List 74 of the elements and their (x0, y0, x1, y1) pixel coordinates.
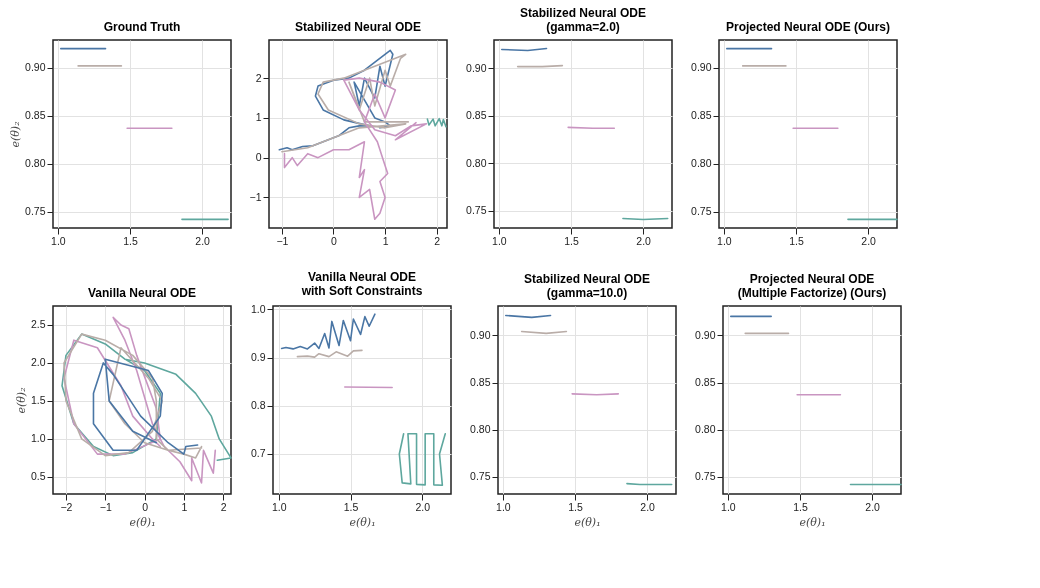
y-tick-label: 0.75 (691, 205, 712, 218)
chart-title: Ground Truth (103, 20, 181, 34)
y-tick-label: 2.0 (30, 356, 46, 369)
y-tick-label: 0 (255, 151, 262, 164)
x-tick-label: 2.0 (636, 234, 652, 247)
chart-title: Vanilla Neural ODE (87, 286, 197, 300)
x-tick-label: 1.5 (793, 500, 808, 513)
y-tick-label: 0.80 (25, 157, 46, 170)
y-tick-label: 1 (255, 111, 262, 124)
x-tick-label: 1.0 (721, 500, 736, 513)
x-tick-label: 2.0 (195, 234, 211, 247)
y-tick-label: 0.80 (466, 156, 487, 169)
chart-title: Projected Neural ODE (Ours) (725, 20, 891, 34)
x-axis-title: e(θ)₁ (799, 516, 826, 529)
y-tick-label: 1.0 (250, 302, 266, 315)
y-tick-label: 1.5 (30, 394, 46, 407)
x-tick-label: 1.5 (343, 500, 359, 513)
x-tick-label: 1.0 (271, 500, 287, 513)
x-tick-label: −2 (60, 500, 73, 513)
y-tick-label: 0.5 (30, 470, 46, 483)
x-tick-label: −1 (276, 234, 289, 247)
y-tick-label: 0.8 (250, 399, 266, 412)
y-tick-label: 0.80 (695, 423, 716, 436)
x-tick-label: 2.0 (861, 234, 877, 247)
x-tick-label: 1.5 (789, 234, 804, 247)
y-axis-title: e(θ)₂ (14, 387, 28, 414)
y-tick-label: 0.80 (691, 157, 712, 170)
y-tick-label: 0.9 (250, 351, 266, 364)
x-tick-label: 1.0 (717, 234, 732, 247)
y-tick-label: 0.7 (250, 447, 266, 460)
x-tick-label: 0 (331, 234, 338, 247)
x-tick-label: 0 (142, 500, 149, 513)
y-tick-label: 0.85 (470, 376, 491, 389)
x-tick-label: 1 (382, 234, 389, 247)
x-tick-label: −1 (99, 500, 112, 513)
y-tick-label: 0.75 (25, 205, 46, 218)
chart-title: Stabilized Neural ODE (294, 20, 422, 34)
y-tick-label: 0.90 (25, 61, 46, 74)
chart-title: Vanilla Neural ODE with Soft Constraints (300, 270, 423, 299)
y-tick-label: −1 (249, 190, 262, 203)
y-tick-label: 0.90 (466, 61, 487, 74)
x-tick-label: 2.0 (865, 500, 881, 513)
x-tick-label: 1.5 (564, 234, 579, 247)
x-tick-label: 1 (181, 500, 188, 513)
y-tick-label: 0.90 (695, 328, 716, 341)
x-tick-label: 2 (434, 234, 441, 247)
y-tick-label: 0.85 (691, 109, 712, 122)
y-tick-label: 0.85 (695, 376, 716, 389)
y-tick-label: 1.0 (30, 432, 46, 445)
x-axis-title: e(θ)₁ (129, 516, 156, 529)
x-tick-label: 1.0 (51, 234, 66, 247)
x-axis-title: e(θ)₁ (349, 516, 376, 529)
y-tick-label: 2.5 (30, 318, 46, 331)
y-tick-label: 0.75 (466, 204, 487, 217)
chart-title: Stabilized Neural ODE (gamma=2.0) (519, 6, 647, 34)
x-tick-label: 1.0 (492, 234, 507, 247)
chart-title: Projected Neural ODE (Multiple Factorize) (Ours) (737, 272, 887, 300)
x-tick-label: 1.0 (496, 500, 511, 513)
x-tick-label: 2.0 (415, 500, 431, 513)
y-tick-label: 0.80 (470, 423, 491, 436)
x-axis-title: e(θ)₁ (574, 516, 601, 529)
y-tick-label: 0.90 (691, 61, 712, 74)
x-tick-label: 1.5 (123, 234, 138, 247)
y-tick-label: 2 (255, 71, 262, 84)
x-tick-label: 2.0 (640, 500, 656, 513)
y-tick-label: 0.85 (466, 109, 487, 122)
chart-title: Stabilized Neural ODE (gamma=10.0) (523, 272, 651, 300)
y-tick-label: 0.85 (25, 109, 46, 122)
y-tick-label: 0.75 (695, 470, 716, 483)
y-tick-label: 0.90 (470, 328, 491, 341)
x-tick-label: 1.5 (568, 500, 583, 513)
y-axis-title: e(θ)₂ (9, 121, 23, 148)
y-tick-label: 0.75 (470, 470, 491, 483)
x-tick-label: 2 (220, 500, 227, 513)
